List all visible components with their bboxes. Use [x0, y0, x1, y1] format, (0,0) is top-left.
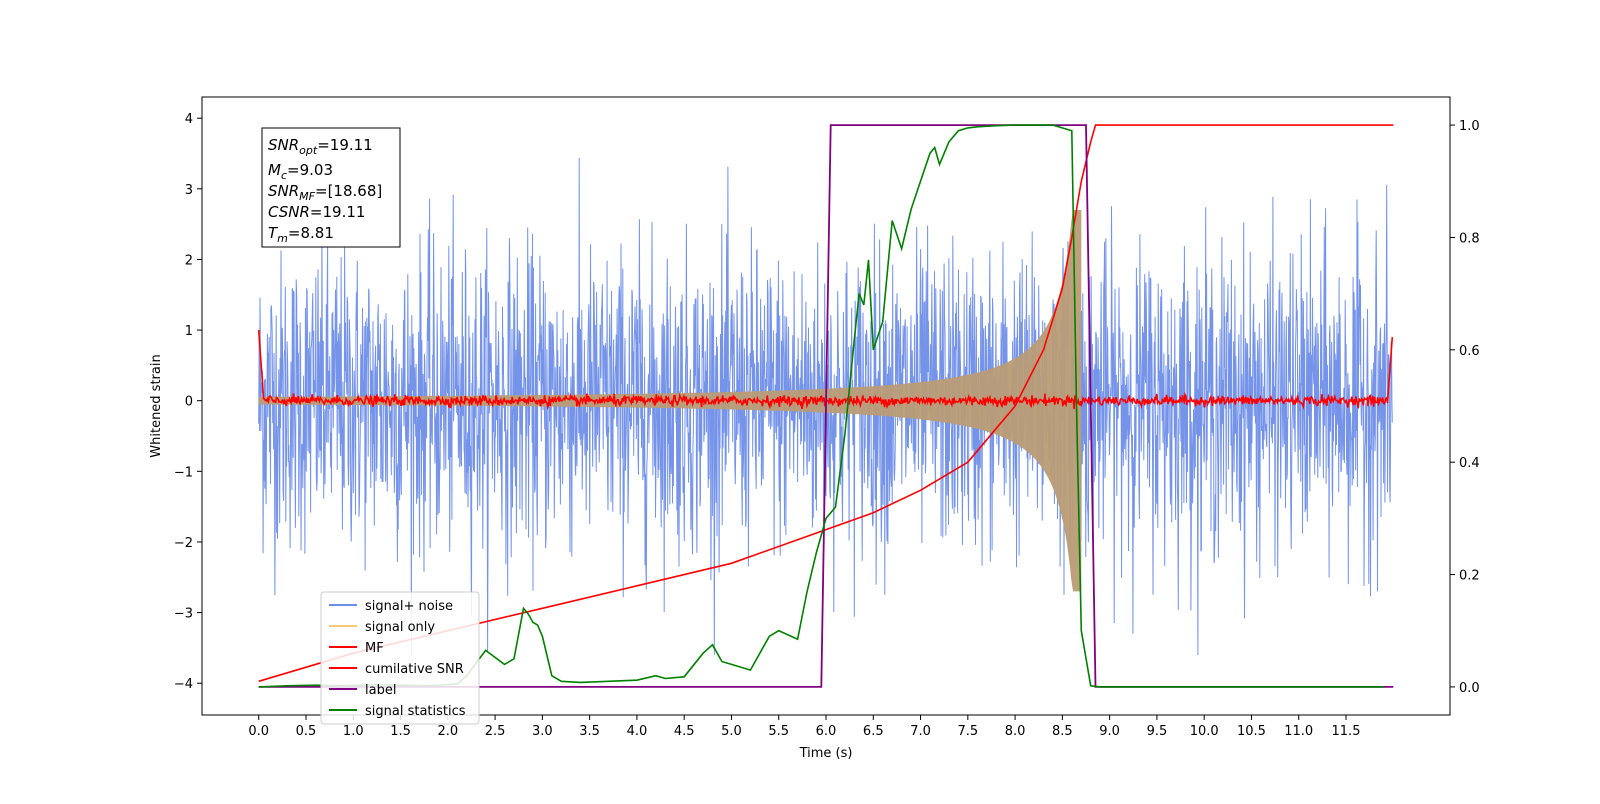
- x-tick-label: 6.0: [816, 724, 837, 739]
- series-signal-only: [258, 210, 1082, 592]
- x-tick-label: 4.5: [674, 724, 695, 739]
- legend-label-statistics: signal statistics: [365, 704, 466, 719]
- x-tick-label: 9.5: [1147, 724, 1168, 739]
- x-tick-label: 6.5: [863, 724, 884, 739]
- annotation-tm: Tm=8.81: [268, 224, 334, 245]
- x-tick-label: 7.0: [910, 724, 931, 739]
- x-tick-label: 8.5: [1052, 724, 1073, 739]
- y-tick-label: −1: [174, 465, 193, 480]
- x-tick-label: 9.0: [1099, 724, 1120, 739]
- x-tick-label: 1.0: [343, 724, 364, 739]
- y-tick-label: 0: [185, 395, 193, 410]
- x-tick-label: 11.0: [1284, 724, 1313, 739]
- legend-label-signal-noise: signal+ noise: [365, 599, 453, 614]
- annotation-snr-mf: SNRMF=[18.68]: [268, 182, 382, 203]
- x-tick-label: 0.5: [296, 724, 317, 739]
- x-axis-label: Time (s): [799, 746, 853, 761]
- right-y-tick-label: 0.8: [1459, 231, 1480, 246]
- right-y-axis-ticks: 1.0 0.8 0.6 0.4 0.2 0.0: [1450, 119, 1480, 696]
- y-tick-label: −3: [174, 607, 193, 622]
- left-y-axis-ticks: 4 3 2 1 0 −1 −2 −3 −4: [174, 112, 202, 692]
- legend-label-signal-only: signal only: [365, 620, 435, 635]
- legend: signal+ noise signal only MF cumilative …: [320, 591, 480, 725]
- x-tick-label: 3.5: [579, 724, 600, 739]
- x-tick-label: 5.5: [768, 724, 789, 739]
- legend-label-label: label: [365, 683, 396, 698]
- legend-frame: [320, 591, 480, 725]
- x-tick-label: 10.0: [1190, 724, 1219, 739]
- x-tick-label: 3.0: [532, 724, 553, 739]
- y-tick-label: 4: [185, 112, 193, 127]
- x-tick-label: 8.0: [1005, 724, 1026, 739]
- x-tick-label: 11.5: [1332, 724, 1361, 739]
- x-axis-ticks: 0.0 0.5 1.0 1.5 2.0 2.5 3.0 3.5 4.0 4.5 5.0 5.5 6.0 6…: [248, 715, 1360, 739]
- x-tick-label: 5.0: [721, 724, 742, 739]
- x-tick-label: 7.5: [957, 724, 978, 739]
- right-y-tick-label: 1.0: [1459, 119, 1480, 134]
- right-y-tick-label: 0.2: [1459, 569, 1480, 584]
- annotation-snr-opt: SNRopt=19.11: [268, 136, 373, 157]
- stats-annotation-box: SNRopt=19.11 Mc=9.03 SNRMF=[18.68] CSNR=…: [261, 127, 401, 248]
- y-tick-label: 1: [185, 324, 193, 339]
- legend-label-mf: MF: [365, 641, 384, 656]
- y-tick-label: −4: [174, 677, 193, 692]
- y-tick-label: 2: [185, 253, 193, 268]
- annotation-frame: [261, 127, 401, 248]
- right-y-tick-label: 0.6: [1459, 344, 1480, 359]
- x-tick-label: 1.5: [390, 724, 411, 739]
- right-y-tick-label: 0.4: [1459, 456, 1480, 471]
- x-tick-label: 2.5: [485, 724, 506, 739]
- annotation-mc: Mc=9.03: [268, 161, 333, 182]
- y-axis-label: Whitened strain: [149, 354, 164, 457]
- right-y-tick-label: 0.0: [1459, 681, 1480, 696]
- plot-area: [257, 124, 1394, 688]
- x-tick-label: 4.0: [627, 724, 648, 739]
- annotation-csnr: CSNR=19.11: [268, 203, 365, 221]
- y-tick-label: 3: [185, 183, 193, 198]
- x-tick-label: 10.5: [1237, 724, 1266, 739]
- x-tick-label: 2.0: [437, 724, 458, 739]
- series-signal-statistics: [258, 124, 1384, 688]
- legend-label-csnr: cumilative SNR: [365, 662, 464, 677]
- x-tick-label: 0.0: [248, 724, 269, 739]
- y-tick-label: −2: [174, 536, 193, 551]
